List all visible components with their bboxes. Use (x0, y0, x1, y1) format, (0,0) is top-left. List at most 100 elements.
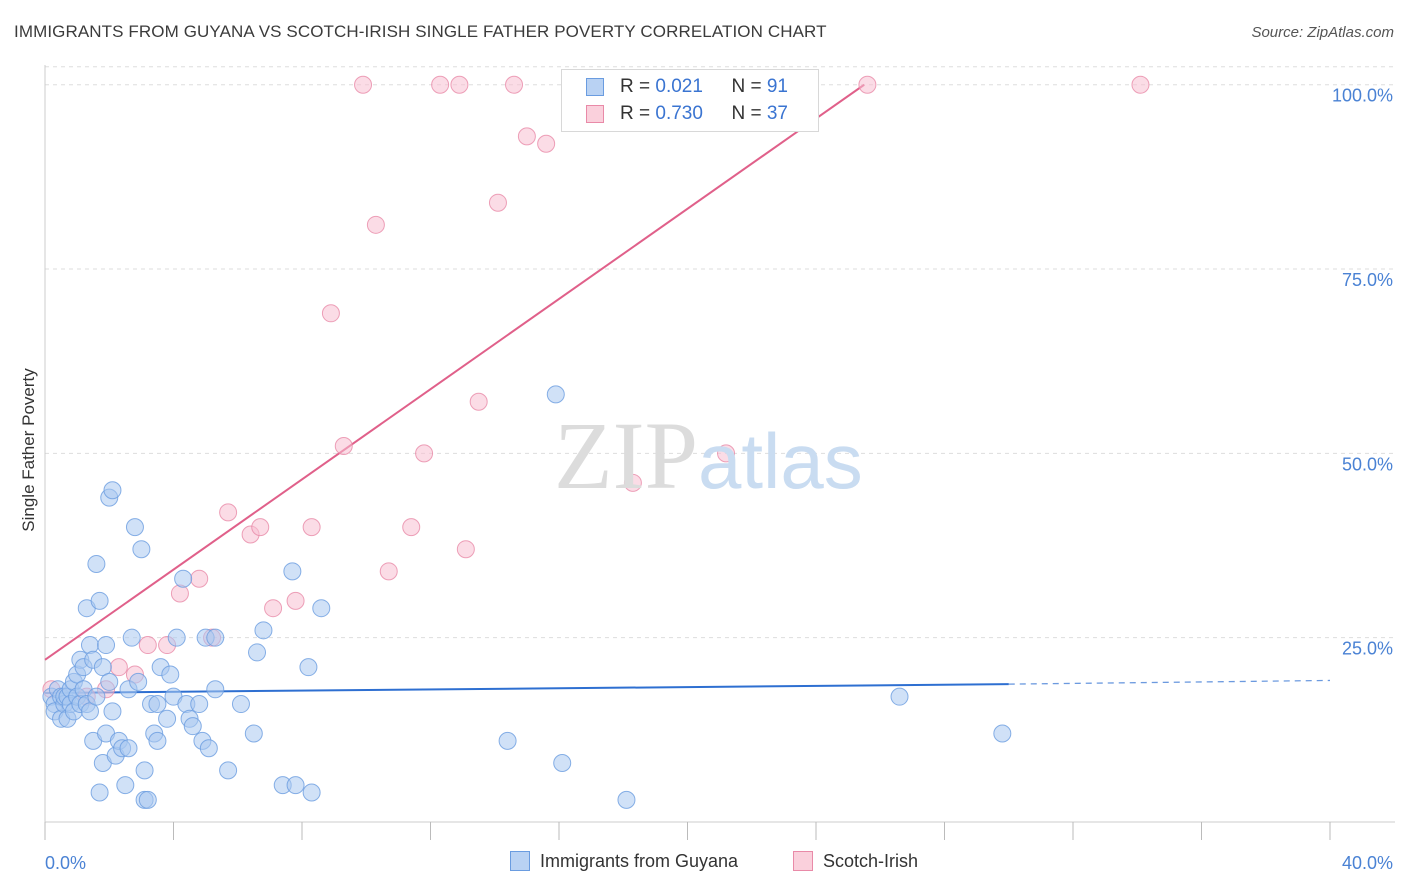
watermark-atlas: atlas (698, 417, 863, 505)
series-name: Immigrants from Guyana (540, 851, 739, 871)
stats-legend: R = 0.021 N = 91 R = 0.730 N = 37 (561, 69, 819, 132)
scotch-irish-point (170, 584, 189, 603)
scotch-irish-point (366, 215, 385, 234)
legend-n-value: 91 (766, 76, 788, 97)
series-name: Scotch-Irish (823, 851, 919, 871)
scotch-irish-point (302, 518, 321, 537)
guyana-point (617, 790, 636, 809)
scotch-irish-point (517, 127, 536, 146)
scotch-irish-point (190, 569, 209, 588)
guyana-point (135, 761, 154, 780)
guyana-point (138, 790, 157, 809)
guyana-point (125, 518, 144, 537)
guyana-point (190, 695, 209, 714)
x-tick-label: 0.0% (45, 853, 86, 873)
guyana-point (890, 687, 909, 706)
scotch-irish-point (402, 518, 421, 537)
guyana-point (87, 554, 106, 573)
legend-n-value: 37 (766, 103, 788, 124)
guyana-point (254, 621, 273, 640)
legend-r-label: R = (620, 103, 656, 124)
gridlines (45, 66, 1395, 639)
scotch-irish-point (219, 503, 238, 522)
guyana-point (103, 702, 122, 721)
chart-title: IMMIGRANTS FROM GUYANA VS SCOTCH-IRISH S… (14, 22, 827, 41)
legend-n-label: N = (731, 76, 767, 97)
scotch-irish-point (456, 540, 475, 559)
guyana-point (553, 754, 572, 773)
guyana-point (286, 776, 305, 795)
guyana-point (97, 636, 116, 655)
guyana-point (87, 687, 106, 706)
scotch-irish-point (488, 193, 507, 212)
guyana-point (132, 540, 151, 559)
guyana-point (183, 717, 202, 736)
legend-n-label: N = (731, 103, 767, 124)
scotch-irish-point (321, 304, 340, 323)
blue-swatch (510, 851, 530, 871)
scotch-irish-point (354, 75, 373, 94)
legend-r-value: 0.730 (655, 103, 703, 124)
scotch-irish-point (469, 392, 488, 411)
watermark: ZIPatlas (554, 400, 863, 511)
x-tick-label: 40.0% (1342, 853, 1393, 873)
guyana-point (129, 672, 148, 691)
guyana-point (302, 783, 321, 802)
scotch-irish-point (858, 75, 877, 94)
x-tick-labels: 0.0% 40.0% (45, 853, 1393, 873)
scotch-irish-point (251, 518, 270, 537)
scotch-irish-point (450, 75, 469, 94)
scotch-irish-point (379, 562, 398, 581)
guyana-point (231, 695, 250, 714)
guyana-point (90, 591, 109, 610)
pink-swatch (586, 105, 604, 123)
guyana-point (174, 569, 193, 588)
guyana-point (248, 643, 267, 662)
scotch-irish-point (537, 134, 556, 153)
y-tick-label: 25.0% (1342, 639, 1393, 659)
guyana-point (122, 628, 141, 647)
scotch-irish-point (109, 658, 128, 677)
y-axis-label: Single Father Poverty (19, 368, 38, 532)
y-tick-labels: 25.0% 50.0% 75.0% 100.0% (1332, 86, 1393, 659)
guyana-point (116, 776, 135, 795)
guyana-trend-line (44, 683, 1009, 694)
scotch-irish-point (334, 437, 353, 455)
guyana-point (244, 724, 263, 743)
scotch-irish-point (138, 636, 157, 655)
guyana-point (498, 731, 517, 750)
legend-r-label: R = (620, 76, 656, 97)
guyana-point (206, 628, 225, 647)
guyana-point (283, 562, 302, 581)
guyana-point (119, 739, 138, 758)
y-tick-label: 100.0% (1332, 86, 1393, 106)
y-tick-label: 75.0% (1342, 270, 1393, 290)
guyana-point (80, 636, 99, 655)
scotch-irish-point (431, 75, 450, 94)
guyana-point (206, 680, 225, 699)
guyana-point (167, 628, 186, 647)
guyana-point (148, 695, 167, 714)
scotch-irish-point (415, 444, 434, 463)
series-legend-guyana: Immigrants from Guyana (510, 851, 738, 877)
guyana-trend-extension (1008, 679, 1331, 685)
trend-lines (44, 83, 1331, 694)
guyana-point (546, 385, 565, 404)
scotch-irish-point (1131, 75, 1150, 94)
series-legend-scotch-irish: Scotch-Irish (793, 851, 918, 877)
y-axis-label-wrap: Single Father Poverty (14, 250, 44, 650)
guyana-point (219, 761, 238, 780)
guyana-point (299, 658, 318, 677)
guyana-point (158, 709, 177, 728)
guyana-point (199, 739, 218, 758)
guyana-point (993, 724, 1012, 743)
watermark-zip: ZIP (554, 402, 698, 509)
data-points (42, 75, 1150, 809)
guyana-point (148, 731, 167, 750)
scotch-irish-trend-line (44, 83, 865, 661)
guyana-point (90, 783, 109, 802)
scotch-irish-point (717, 444, 736, 463)
guyana-point (103, 481, 122, 500)
scotch-irish-point (505, 75, 524, 94)
